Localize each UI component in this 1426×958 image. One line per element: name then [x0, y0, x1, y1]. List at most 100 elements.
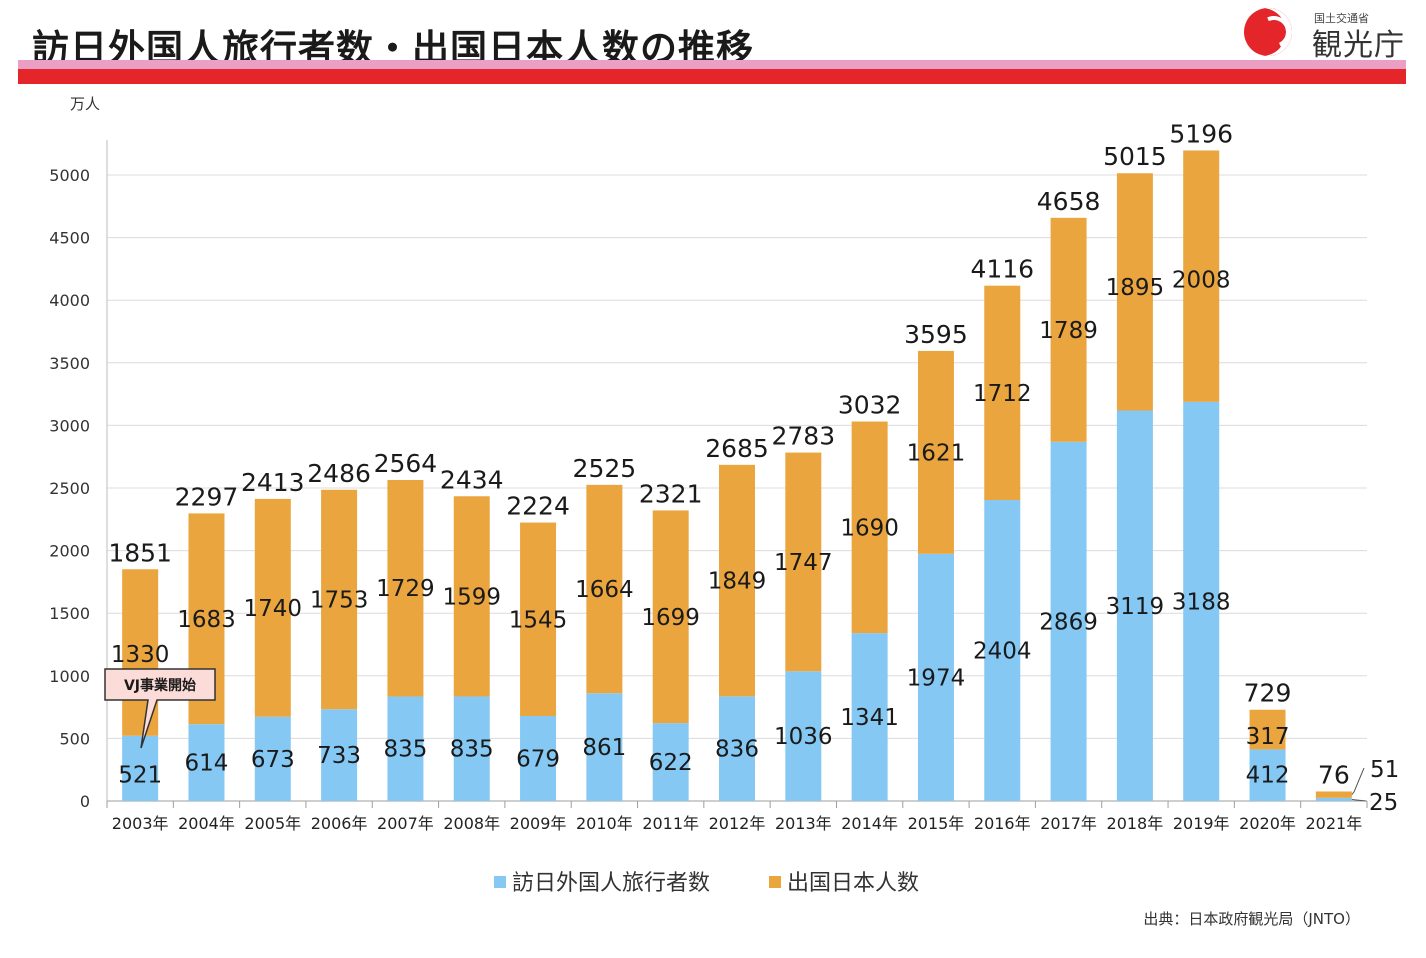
y-tick-label: 5000 [49, 166, 90, 185]
x-tick-label: 2012年 [709, 814, 766, 833]
bar-departures [785, 452, 822, 672]
bar-departures [453, 496, 490, 697]
total-label: 2486 [307, 459, 371, 488]
total-label: 729 [1244, 679, 1292, 708]
visitors-value-label: 836 [715, 737, 759, 763]
y-tick-label: 2500 [49, 479, 90, 498]
bar-departures [719, 464, 755, 697]
bar-departures [520, 522, 557, 716]
visitors-value-label: 2869 [1039, 609, 1098, 635]
total-label: 2564 [374, 449, 438, 478]
y-tick-label: 500 [59, 729, 90, 748]
total-label: 2321 [639, 479, 703, 508]
visitors-value-label: 861 [582, 735, 626, 761]
x-tick-label: 2010年 [576, 814, 633, 833]
visitors-value-label: 614 [185, 751, 229, 777]
bar-departures [851, 421, 888, 634]
x-tick-label: 2008年 [443, 814, 500, 833]
x-tick-label: 2006年 [311, 814, 368, 833]
total-label: 1851 [108, 538, 172, 567]
bar-departures [1315, 791, 1352, 798]
x-tick-label: 2014年 [841, 814, 898, 833]
logo-agency-text: 観光庁 [1312, 28, 1405, 63]
x-tick-label: 2007年 [377, 814, 434, 833]
source-note: 出典：日本政府観光局（JNTO） [1143, 910, 1360, 928]
x-tick-label: 2019年 [1173, 814, 1230, 833]
bar-visitors [1050, 441, 1087, 801]
total-label: 3595 [904, 320, 968, 349]
leader-line-departures [1351, 767, 1365, 795]
departures-value-label: 1895 [1106, 275, 1165, 301]
x-tick-label: 2018年 [1107, 814, 1164, 833]
departures-value-label: 1621 [907, 440, 966, 466]
departures-value-label: 1330 [111, 642, 170, 668]
bar-visitors [188, 724, 225, 801]
departures-value-label: 1712 [973, 381, 1032, 407]
departures-value-label: 1699 [641, 605, 700, 631]
visitors-value-label: 733 [317, 743, 361, 769]
bar-departures [387, 479, 424, 697]
bar-visitors [1249, 749, 1286, 801]
departures-value-label: 1729 [376, 576, 435, 602]
bar-departures [1249, 709, 1286, 750]
bar-visitors [122, 735, 159, 801]
bar-visitors [586, 693, 623, 801]
bar-visitors [254, 716, 291, 801]
bar-departures [1183, 150, 1220, 402]
departures-value-label: 1740 [244, 596, 303, 622]
departures-value-label: 1545 [509, 607, 568, 633]
departures-value-label: 1683 [177, 607, 236, 633]
y-tick-label: 4000 [49, 291, 90, 310]
bar-departures [1116, 173, 1153, 411]
total-label: 2525 [573, 454, 637, 483]
visitors-value-label: 1974 [907, 665, 966, 691]
visitors-value-label: 673 [251, 747, 295, 773]
visitors-value-label: 521 [118, 762, 162, 788]
bar-visitors [719, 696, 755, 801]
departures-value-label: 1849 [708, 569, 767, 595]
annotation-callout [104, 668, 216, 749]
title-bar-pink [18, 60, 1406, 69]
y-tick-label: 4500 [49, 229, 90, 248]
departures-value-label: 51 [1370, 757, 1399, 783]
visitors-value-label: 25 [1369, 790, 1398, 816]
visitors-value-label: 835 [383, 737, 427, 763]
total-label: 2224 [506, 492, 570, 521]
jta-logo: 国土交通省 観光庁 [1244, 6, 1414, 63]
visitors-value-label: 1036 [774, 724, 833, 750]
bar-visitors [984, 500, 1021, 801]
total-label: 3032 [838, 391, 902, 420]
visitors-value-label: 3119 [1106, 594, 1165, 620]
bar-departures [254, 498, 291, 717]
legend-swatch-departures [769, 876, 781, 888]
x-tick-label: 2016年 [974, 814, 1031, 833]
x-tick-label: 2005年 [244, 814, 301, 833]
y-unit-label: 万人 [70, 95, 100, 113]
annotation-text: VJ事業開始 [124, 677, 196, 694]
x-tick-label: 2003年 [112, 814, 169, 833]
visitors-value-label: 1341 [840, 705, 899, 731]
total-label: 4658 [1037, 187, 1101, 216]
departures-value-label: 1599 [442, 584, 501, 610]
bar-departures [1050, 217, 1087, 442]
departures-value-label: 317 [1246, 724, 1290, 750]
total-label: 2783 [772, 422, 836, 451]
total-label: 5015 [1103, 142, 1167, 171]
bar-departures [917, 350, 954, 554]
logo-mark-icon [1244, 8, 1292, 56]
bar-visitors [1183, 401, 1220, 801]
bar-visitors [387, 696, 424, 801]
visitors-value-label: 412 [1246, 762, 1290, 788]
x-tick-label: 2020年 [1239, 814, 1296, 833]
total-label: 76 [1318, 760, 1350, 789]
legend-label-visitors: 訪日外国人旅行者数 [512, 871, 710, 896]
title-bar-red [18, 69, 1406, 84]
departures-value-label: 1664 [575, 577, 634, 603]
y-tick-label: 1500 [49, 604, 90, 623]
total-label: 2413 [241, 468, 305, 497]
bar-departures [984, 285, 1021, 501]
leader-line-visitors [1351, 799, 1367, 802]
bar-visitors [453, 696, 490, 801]
visitors-value-label: 679 [516, 746, 560, 772]
